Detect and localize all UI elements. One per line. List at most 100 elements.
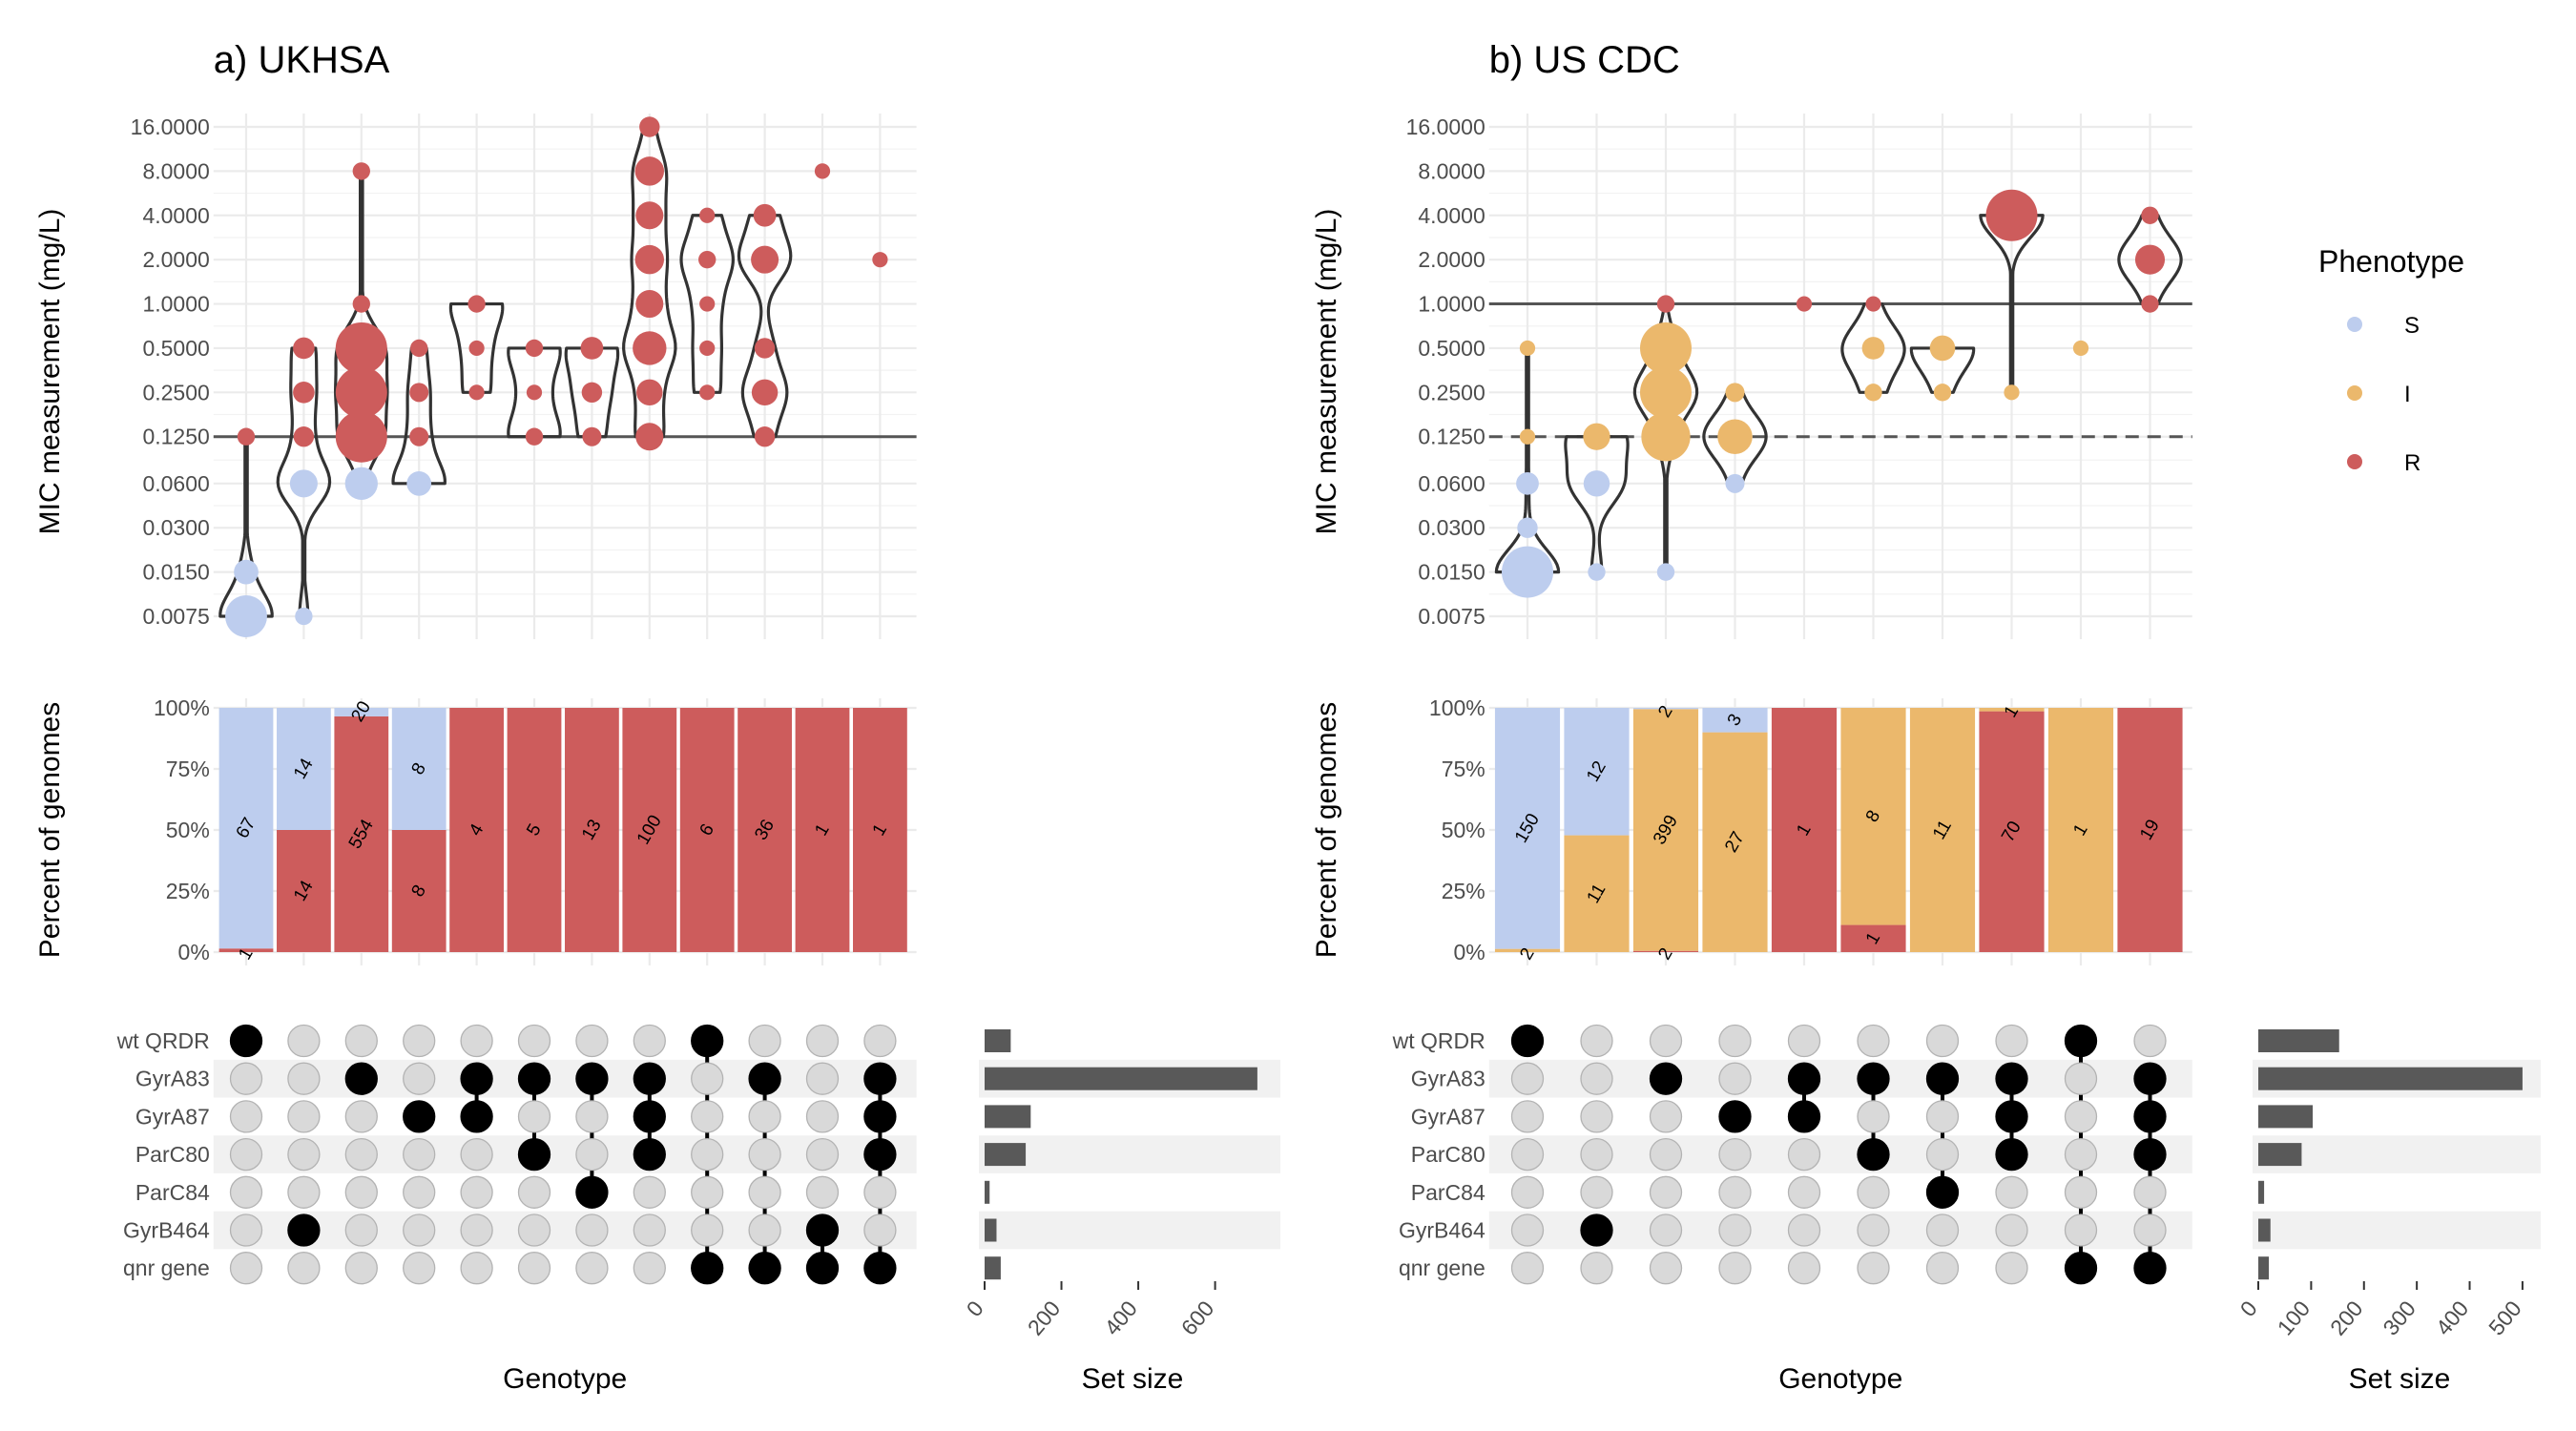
setsize-bar bbox=[2258, 1067, 2523, 1090]
mic-point-r bbox=[872, 252, 888, 268]
matrix-dot-empty bbox=[2064, 1137, 2098, 1172]
matrix-dot-empty bbox=[229, 1252, 263, 1285]
matrix-dot-empty bbox=[1580, 1100, 1613, 1133]
matrix-dot-empty bbox=[1995, 1252, 2028, 1285]
set-label: ParC80 bbox=[1411, 1142, 1485, 1167]
mic-column bbox=[622, 116, 677, 451]
matrix-dot-filled bbox=[748, 1252, 781, 1285]
mic-tick-label: 0.0600 bbox=[142, 471, 209, 496]
matrix-dot-empty bbox=[2064, 1213, 2098, 1247]
mic-point-r bbox=[2141, 295, 2159, 313]
matrix-dot-empty bbox=[229, 1100, 263, 1133]
mic-point-i bbox=[1861, 337, 1885, 360]
mic-point-r bbox=[526, 384, 543, 401]
matrix-dot-empty bbox=[691, 1137, 724, 1172]
genotype-axis-title: Genotype bbox=[1778, 1363, 1902, 1395]
mic-column bbox=[737, 203, 793, 447]
matrix-dot-empty bbox=[344, 1100, 378, 1133]
mic-tick-label: 0.0300 bbox=[1418, 515, 1485, 540]
mic-column bbox=[218, 427, 274, 637]
mic-point-i bbox=[1929, 335, 1956, 362]
mic-point-r bbox=[698, 250, 717, 269]
set-label: qnr gene bbox=[123, 1255, 210, 1280]
legend-label: S bbox=[2404, 313, 2420, 339]
pct-bar-i bbox=[1840, 708, 1906, 925]
pct-tick-label: 75% bbox=[1442, 757, 1485, 781]
pct-tick-label: 25% bbox=[1442, 879, 1485, 903]
mic-point-s bbox=[1725, 473, 1745, 493]
mic-axis-title: MIC measurement (mg/L) bbox=[34, 209, 66, 535]
mic-point-s bbox=[406, 470, 432, 496]
mic-point-r bbox=[634, 244, 665, 275]
mic-point-i bbox=[1519, 428, 1536, 445]
pct-bar-s bbox=[391, 708, 447, 830]
matrix-dot-empty bbox=[2064, 1062, 2098, 1095]
violin bbox=[1840, 301, 1906, 394]
mic-point-r bbox=[633, 331, 667, 365]
matrix-row-stripe bbox=[213, 1059, 917, 1098]
matrix-dot-empty bbox=[287, 1137, 321, 1172]
mic-point-i bbox=[2072, 340, 2089, 357]
matrix-dot-empty bbox=[1718, 1213, 1752, 1247]
matrix-dot-filled bbox=[575, 1062, 609, 1095]
matrix-dot-empty bbox=[344, 1137, 378, 1172]
pct-bar-r bbox=[277, 830, 331, 952]
pct-bar-r bbox=[795, 708, 850, 952]
pct-bar-r bbox=[1840, 924, 1906, 952]
mic-point-r bbox=[467, 295, 486, 313]
pct-bar-r bbox=[218, 948, 274, 952]
mic-point-r bbox=[635, 290, 664, 319]
matrix-dot-empty bbox=[344, 1213, 378, 1247]
pct-bar-i bbox=[1702, 732, 1768, 952]
violin bbox=[1909, 346, 1976, 394]
matrix-dot-empty bbox=[229, 1137, 263, 1172]
matrix-dot-empty bbox=[691, 1213, 724, 1247]
mic-tick-label: 16.0000 bbox=[1406, 114, 1485, 139]
pct-bar-s bbox=[1564, 708, 1630, 836]
matrix-dot-filled bbox=[748, 1062, 781, 1095]
matrix-dot-empty bbox=[229, 1175, 263, 1209]
matrix-dot-empty bbox=[1718, 1175, 1752, 1209]
phenotype-legend: Phenotype S I R bbox=[2318, 244, 2464, 476]
mic-column bbox=[814, 163, 831, 179]
pct-tick-label: 50% bbox=[1442, 818, 1485, 842]
pct-bar-i bbox=[1632, 709, 1699, 951]
mic-column bbox=[1840, 296, 1906, 402]
matrix-dot-empty bbox=[691, 1100, 724, 1133]
matrix-dot-empty bbox=[1510, 1137, 1545, 1172]
setsize-bar bbox=[985, 1029, 1011, 1052]
matrix-dot-filled bbox=[1580, 1213, 1613, 1247]
set-label: ParC80 bbox=[135, 1142, 210, 1167]
mic-column bbox=[679, 207, 735, 401]
setsize-row-stripe bbox=[979, 1135, 1280, 1173]
setsize-bar bbox=[2258, 1180, 2265, 1204]
mic-point-r bbox=[580, 337, 604, 360]
pct-bar-r bbox=[679, 708, 735, 952]
mic-column bbox=[334, 162, 389, 500]
matrix-dot-empty bbox=[1510, 1213, 1545, 1247]
panel-title: b) US CDC bbox=[1489, 39, 1680, 81]
setsize-bar bbox=[985, 1143, 1027, 1167]
mic-point-s bbox=[1583, 470, 1610, 497]
matrix-dot-empty bbox=[1925, 1024, 1960, 1058]
panel-a-ukhsa: a) UKHSA 0.0075 0.0150 0.0300 0.0600 0.1250 0.… bbox=[34, 39, 1280, 1395]
mic-axis-title: MIC measurement (mg/L) bbox=[1311, 209, 1342, 535]
mic-point-r bbox=[335, 410, 387, 463]
matrix-dot-empty bbox=[344, 1024, 378, 1058]
mic-tick-label: 8.0000 bbox=[142, 158, 209, 183]
setsize-bar bbox=[985, 1180, 990, 1204]
mic-column bbox=[1909, 335, 1976, 402]
matrix-dot-filled bbox=[1995, 1100, 2028, 1133]
matrix-dot-empty bbox=[575, 1252, 609, 1285]
violin bbox=[1564, 435, 1630, 574]
violin bbox=[679, 214, 735, 394]
matrix-dot-empty bbox=[1995, 1213, 2028, 1247]
matrix-dot-filled bbox=[344, 1062, 378, 1095]
violin bbox=[507, 346, 562, 439]
matrix-dot-empty bbox=[1787, 1024, 1821, 1058]
violin bbox=[1979, 214, 2045, 394]
mic-point-r bbox=[352, 162, 370, 180]
pct-bar-r bbox=[2117, 708, 2183, 952]
matrix-dot-filled bbox=[517, 1062, 551, 1095]
mic-point-r bbox=[1985, 189, 2038, 241]
